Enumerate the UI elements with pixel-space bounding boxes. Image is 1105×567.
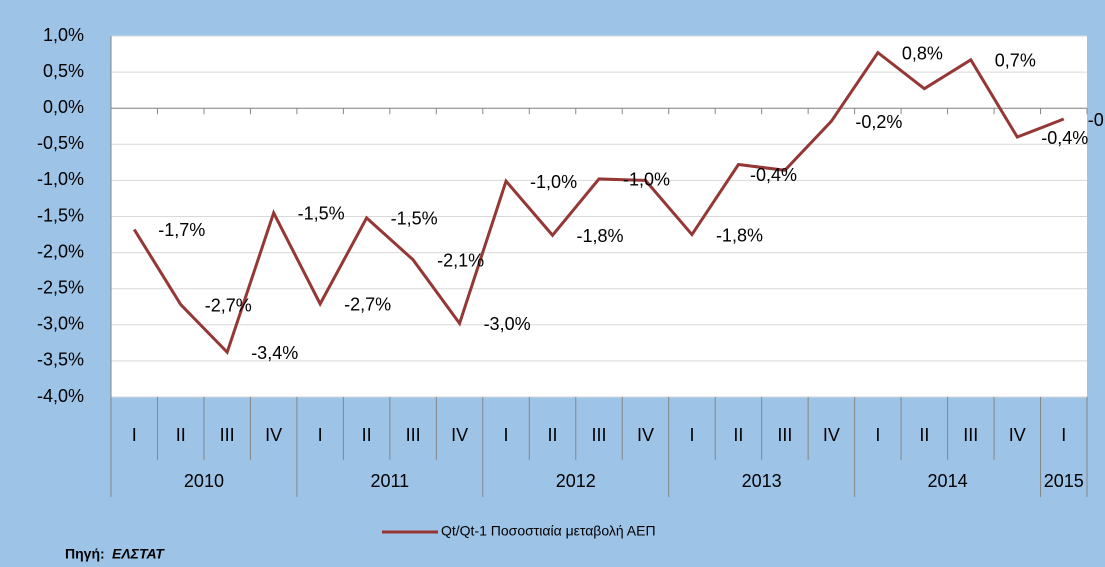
y-tick-label: -0,5% (37, 133, 84, 153)
x-tick-label: III (963, 425, 978, 445)
data-label: -1,5% (298, 204, 345, 224)
x-tick-label: IV (637, 425, 654, 445)
x-tick-label: II (919, 425, 929, 445)
y-tick-label: 0,0% (43, 97, 84, 117)
source-label: Πηγή: (65, 546, 105, 562)
x-tick-label: IV (451, 425, 468, 445)
data-label: -2,1% (437, 251, 484, 271)
data-label: -1,8% (577, 226, 624, 246)
y-tick-label: -2,0% (37, 241, 84, 261)
group-label: 2011 (370, 471, 409, 491)
x-tick-label: I (875, 425, 880, 445)
x-tick-label: II (176, 425, 186, 445)
data-label: -1,8% (716, 225, 763, 245)
data-label: -0,2% (855, 112, 902, 132)
x-tick-label: IV (823, 425, 840, 445)
data-label: 0,7% (995, 51, 1036, 71)
group-label: 2012 (556, 471, 596, 491)
data-label: -1,0% (623, 170, 670, 190)
line-series (132, 50, 1065, 356)
group-label: 2015 (1044, 471, 1084, 491)
source: ΕΛΣΤΑΤ (112, 546, 165, 562)
x-tick-label: I (318, 425, 323, 445)
data-label: -3,0% (484, 314, 531, 334)
data-label: -0,2% (1088, 110, 1105, 130)
x-tick-label: II (362, 425, 372, 445)
group-label: 2014 (928, 471, 968, 491)
y-tick-label: -2,5% (37, 277, 84, 297)
y-tick-label: -3,0% (37, 314, 84, 334)
data-label: -2,7% (205, 295, 252, 315)
x-tick-label: III (777, 425, 792, 445)
group-label: 2010 (184, 471, 224, 491)
x-tick-label: III (406, 425, 421, 445)
y-tick-label: 0,5% (43, 61, 84, 81)
x-tick-label: I (132, 425, 137, 445)
x-tick-label: II (733, 425, 743, 445)
annotation: -0,4% (750, 165, 797, 185)
data-label: -0,4% (1041, 128, 1088, 148)
x-tick-label: III (591, 425, 606, 445)
x-tick-label: II (548, 425, 558, 445)
data-label: -2,7% (344, 295, 391, 315)
data-label: -1,5% (391, 209, 438, 229)
y-tick-label: -4,0% (37, 386, 84, 406)
data-label: -3,4% (251, 343, 298, 363)
data-label: 0,8% (902, 43, 943, 63)
y-tick-label: -1,5% (37, 205, 84, 225)
x-tick-label: IV (1009, 425, 1026, 445)
group-label: 2013 (742, 471, 782, 491)
x-tick-label: I (1061, 425, 1066, 445)
x-tick-label: I (504, 425, 509, 445)
y-tick-label: -3,5% (37, 350, 84, 370)
x-tick-label: IV (265, 425, 282, 445)
y-tick-label: -1,0% (37, 169, 84, 189)
y-tick-label: 1,0% (43, 25, 84, 45)
data-label: -1,0% (530, 172, 577, 192)
legend-label: Qt/Qt-1 Ποσοστιαία μεταβολή ΑΕΠ (441, 523, 656, 539)
x-tick-label: III (220, 425, 235, 445)
data-label: -1,7% (158, 220, 205, 240)
x-tick-label: I (689, 425, 694, 445)
